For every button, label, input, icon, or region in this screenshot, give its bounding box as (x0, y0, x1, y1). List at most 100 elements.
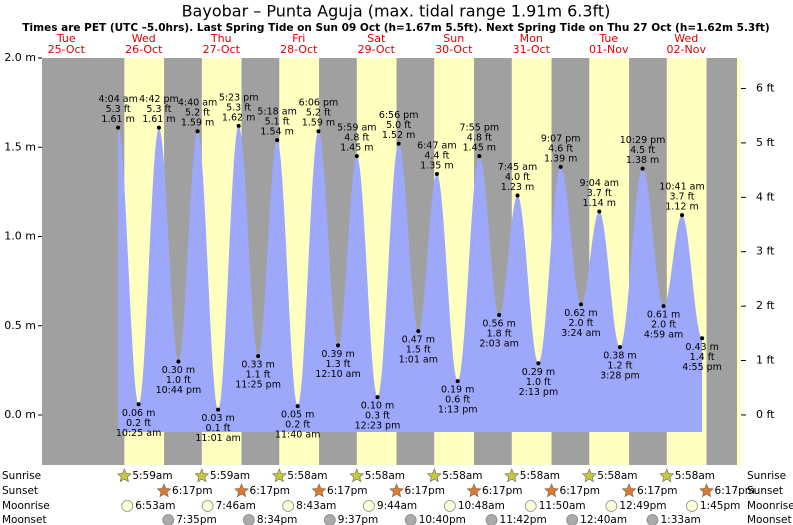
icon (156, 483, 172, 498)
tide-label: 4.8 ft (344, 133, 369, 144)
tide-point (597, 209, 602, 214)
icon (581, 468, 597, 483)
tide-point (477, 154, 482, 159)
tide-label: 4:59 am (644, 330, 683, 341)
tide-label: 1.62 m (222, 112, 255, 123)
almanac-time: 11:50am (539, 500, 586, 512)
tide-label: 7:55 pm (459, 123, 499, 134)
icon (426, 468, 442, 483)
y-tick-label: 1.5 m (4, 140, 36, 153)
icon (311, 483, 327, 498)
tide-label: 1.5 ft (406, 345, 431, 356)
tide-label: 1.52 m (382, 130, 415, 141)
almanac-time: 6:53am (135, 500, 175, 512)
icon (443, 500, 456, 512)
tide-label: 3:24 am (561, 328, 600, 339)
tide-label: 0.06 m (122, 408, 155, 419)
weekday-label: Thu (210, 32, 232, 45)
weekday-label: Tue (598, 32, 618, 45)
tide-label: 1.4 ft (690, 352, 715, 363)
tide-label: 2.0 ft (568, 318, 593, 329)
tide-label: 1.45 m (463, 143, 496, 154)
tide-point (295, 404, 300, 409)
tide-label: 11:01 am (195, 433, 240, 444)
almanac-time: 6:17pm (250, 485, 290, 497)
tide-point (256, 354, 261, 359)
icon (389, 483, 404, 498)
row-label: Moonrise (2, 500, 50, 512)
date-label: 01-Nov (589, 43, 629, 56)
icon (686, 500, 698, 512)
tide-label: 1.61 m (142, 114, 175, 125)
tide-point (416, 329, 421, 334)
tide-label: 11:25 pm (235, 380, 281, 391)
tide-label: 1.59 m (181, 118, 214, 129)
tide-label: 1.59 m (302, 118, 335, 129)
tide-label: 1.35 m (420, 161, 453, 172)
date-label: 30-Oct (435, 43, 473, 56)
tide-label: 5:18 am (257, 107, 296, 118)
tide-label: 6:06 pm (299, 98, 339, 109)
row-label-right: Sunrise (747, 470, 786, 482)
y2-tick-label: 5 ft (756, 136, 775, 149)
tide-label: 0.47 m (402, 335, 435, 346)
tide-label: 1.0 ft (526, 377, 551, 388)
tide-point (455, 379, 460, 384)
row-label: Moonset (2, 514, 47, 525)
tide-label: 5.2 ft (306, 108, 331, 119)
icon (201, 500, 214, 512)
icon (485, 514, 498, 525)
tide-label: 5.3 ft (146, 104, 171, 115)
tide-point (536, 361, 541, 366)
weekday-label: Wed (674, 32, 698, 45)
tide-label: 1.54 m (260, 127, 293, 138)
almanac-time: 7:46am (216, 500, 256, 512)
tide-label: 4.0 ft (505, 172, 530, 183)
tide-area (118, 125, 703, 432)
row-label-right: Moonrise (747, 500, 793, 512)
tide-label: 5.0 ft (386, 120, 411, 131)
weekday-label: Sun (443, 32, 464, 45)
tide-point (434, 172, 439, 177)
tide-label: 1.14 m (583, 198, 616, 209)
almanac-time: 10:48am (458, 500, 505, 512)
weekday-label: Wed (132, 32, 156, 45)
almanac-time: 5:58am (287, 470, 327, 482)
icon (349, 468, 365, 483)
tide-label: 0.6 ft (445, 395, 470, 406)
almanac-time: 9:37pm (338, 514, 378, 525)
tide-label: 3.7 ft (587, 188, 612, 199)
tide-label: 4:55 pm (682, 362, 722, 373)
tide-label: 12:23 pm (355, 421, 401, 432)
tide-label: 0.10 m (361, 401, 394, 412)
icon (659, 468, 675, 483)
tide-label: 0.2 ft (126, 418, 151, 429)
icon (605, 500, 618, 512)
tide-point (116, 125, 121, 130)
date-label: 27-Oct (203, 43, 241, 56)
tide-label: 10:41 am (659, 182, 704, 193)
almanac-time: 5:58am (520, 470, 560, 482)
tide-label: 0.61 m (647, 310, 680, 321)
almanac-time: 5:58am (365, 470, 405, 482)
y-tick-label: 2.0 m (4, 51, 36, 64)
almanac-time: 10:40pm (419, 514, 466, 525)
tide-label: 1.2 ft (607, 361, 632, 372)
date-label: 28-Oct (280, 43, 318, 56)
tide-label: 2:03 am (479, 339, 518, 350)
y2-tick-label: 2 ft (756, 299, 775, 312)
icon (234, 483, 249, 498)
tide-label: 1.45 m (340, 143, 373, 154)
almanac-time: 12:40am (580, 514, 627, 525)
date-label: 02-Nov (667, 43, 707, 56)
tide-label: 1.1 ft (246, 370, 271, 381)
tide-label: 7:45 am (498, 162, 537, 173)
tide-label: 10:25 am (116, 428, 161, 439)
icon (566, 514, 579, 525)
almanac-time: 5:59am (210, 470, 250, 482)
row-label: Sunset (2, 485, 38, 497)
icon (404, 514, 417, 525)
y2-tick-label: 6 ft (756, 81, 775, 94)
